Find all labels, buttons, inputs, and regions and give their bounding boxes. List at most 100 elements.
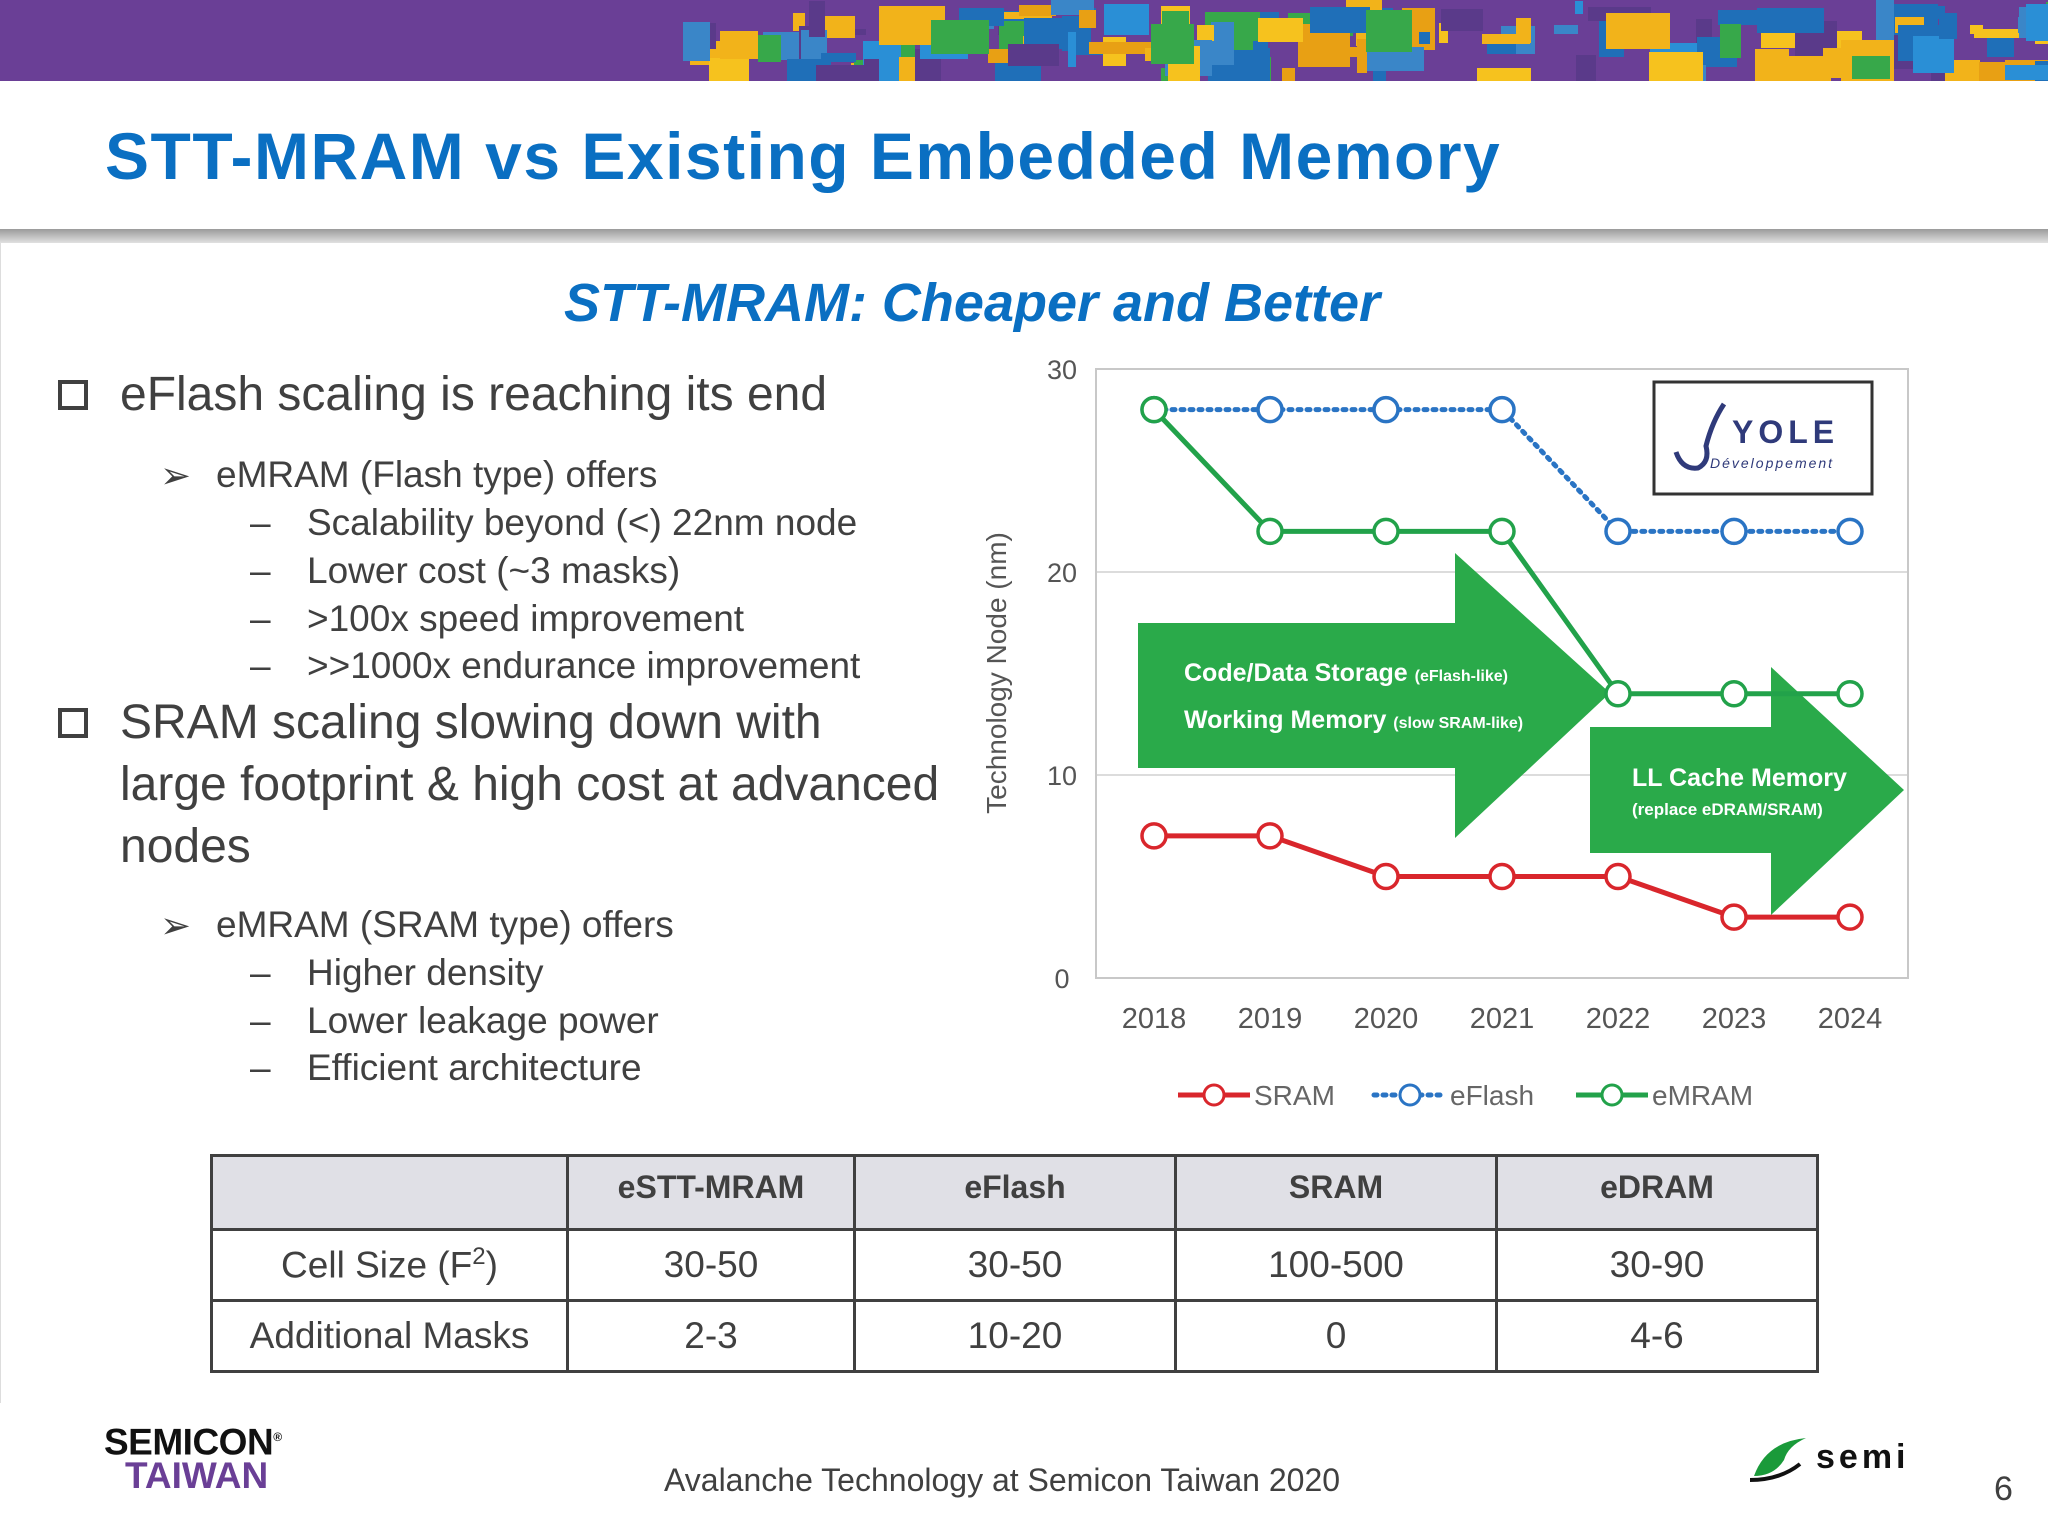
- annotation-text: Code/Data Storage (eFlash-like): [1184, 659, 1508, 687]
- table-header-cell: eFlash: [853, 1154, 1177, 1231]
- data-point-sram: [1256, 822, 1284, 850]
- banner-block: [1477, 68, 1531, 81]
- x-tick-label: 2020: [1354, 1003, 1419, 1035]
- row-label-tail: ): [485, 1244, 498, 1286]
- banner-block: [1104, 4, 1149, 35]
- annotation-line: Code/Data Storage: [1184, 659, 1408, 687]
- y-tick-label: 20: [1047, 558, 1077, 588]
- banner-block: [1282, 68, 1295, 81]
- data-point-sram: [1140, 822, 1168, 850]
- bullet-text: SRAM scaling slowing down with large foo…: [120, 696, 940, 873]
- banner-block: [1720, 24, 1741, 58]
- legend-label: SRAM: [1254, 1080, 1335, 1111]
- logo-frame: [1652, 380, 1874, 496]
- banner-block: [1979, 62, 2005, 81]
- banner-block: [2001, 65, 2048, 80]
- logo-name: YOLE: [1732, 414, 1839, 450]
- banner-block: [1876, 0, 1894, 40]
- table-header-cell: eSTT-MRAM: [566, 1154, 856, 1231]
- banner-block: [2019, 7, 2027, 38]
- banner-block: [1258, 18, 1303, 42]
- banner-block: [1575, 1, 1583, 14]
- banner-block: [816, 65, 871, 81]
- banner-block: [1079, 10, 1096, 28]
- banner-block: [1757, 8, 1824, 33]
- data-point-emram: [1720, 680, 1748, 708]
- annotation-line: Working Memory: [1184, 706, 1386, 734]
- banner-block: [1439, 23, 1448, 43]
- banner-block: [1913, 36, 1954, 73]
- annotation-arrow-storage: [1138, 553, 1610, 838]
- banner-block: [1008, 44, 1059, 66]
- banner-block: [720, 31, 758, 59]
- data-point-emram: [1604, 680, 1632, 708]
- dash-bullet-icon: –: [250, 598, 271, 639]
- banner-block: [809, 1, 825, 37]
- x-tick-label: 2018: [1122, 1003, 1187, 1035]
- banner-block: [709, 58, 749, 81]
- banner-block: [1974, 29, 2030, 38]
- slide-subtitle: STT-MRAM: Cheaper and Better: [564, 273, 1381, 333]
- table-header-cell: eDRAM: [1495, 1154, 1819, 1231]
- data-point-emram: [1372, 517, 1400, 546]
- page-number: 6: [1994, 1470, 2013, 1508]
- annotation-line: LL Cache Memory: [1632, 764, 1847, 792]
- dash-bullet-icon: –: [250, 502, 271, 543]
- comparison-table: eSTT-MRAM eFlash SRAM eDRAM Cell Size (F…: [210, 1154, 1819, 1373]
- x-tick-label: 2019: [1238, 1003, 1303, 1035]
- banner-block: [1253, 41, 1268, 73]
- yole-logo: YOLE Développement: [1652, 380, 1874, 496]
- banner-block: [995, 62, 1041, 81]
- list-item-text: Higher density: [307, 952, 544, 993]
- dash-bullet-icon: –: [250, 1000, 271, 1041]
- annotation-small: (eFlash-like): [1415, 668, 1508, 685]
- banner-block: [1939, 13, 1957, 39]
- table-header-cell: [210, 1154, 569, 1231]
- banner-block: [1903, 6, 1945, 19]
- data-point-sram: [1372, 862, 1400, 891]
- logo-word: semi: [1816, 1438, 1910, 1476]
- banner-block: [1211, 22, 1234, 65]
- legend-marker: [1202, 1083, 1226, 1107]
- registered-mark: ®: [273, 1430, 282, 1444]
- semi-swoosh-line-icon: [1749, 1462, 1802, 1482]
- banner-block: [1441, 9, 1483, 31]
- banner-block: [1482, 34, 1530, 44]
- banner-block: [1068, 32, 1076, 67]
- table-row: Cell Size (F2) 30-50 30-50 100-500 30-90: [210, 1228, 1819, 1302]
- list-item-text: Efficient architecture: [307, 1047, 642, 1088]
- row-label-text: Cell Size (F: [281, 1244, 473, 1286]
- table-cell: 30-50: [566, 1228, 856, 1302]
- table-cell: 100-500: [1174, 1228, 1498, 1302]
- table-cell: 30-50: [853, 1228, 1177, 1302]
- annotation-small: (slow SRAM-like): [1393, 715, 1523, 732]
- checkbox-bullet-icon: [58, 380, 88, 410]
- superscript: 2: [472, 1243, 486, 1271]
- x-tick-label: 2022: [1586, 1003, 1651, 1035]
- table-cell: 4-6: [1495, 1299, 1819, 1373]
- banner-block: [1151, 24, 1194, 64]
- data-point-eflash: [1836, 517, 1864, 546]
- banner-block: [1516, 18, 1531, 43]
- bullet-text: eFlash scaling is reaching its end: [120, 368, 828, 421]
- logo-line: SEMICON®: [104, 1420, 282, 1460]
- y-tick-label: 0: [1054, 964, 1069, 994]
- list-item-text: Lower leakage power: [307, 1000, 659, 1041]
- data-point-emram: [1488, 517, 1516, 546]
- data-point-eflash: [1256, 395, 1284, 424]
- arrow-bullet-icon: ➢: [160, 905, 192, 946]
- data-point-eflash: [1720, 517, 1748, 546]
- dash-bullet-icon: –: [250, 952, 271, 993]
- yole-mark-icon: [1673, 402, 1727, 471]
- banner-block: [1649, 52, 1703, 81]
- data-point-eflash: [1604, 517, 1632, 546]
- row-label: Additional Masks: [210, 1299, 569, 1373]
- semicon-taiwan-logo: SEMICON® TAIWAN: [104, 1420, 282, 1494]
- banner-block: [1019, 5, 1056, 16]
- banner-block: [1718, 10, 1765, 25]
- banner-block: [2026, 4, 2048, 41]
- banner-block: [1197, 25, 1214, 41]
- table-cell: 30-90: [1495, 1228, 1819, 1302]
- banner-block: [683, 22, 710, 61]
- semi-swoosh-icon: [1754, 1438, 1806, 1476]
